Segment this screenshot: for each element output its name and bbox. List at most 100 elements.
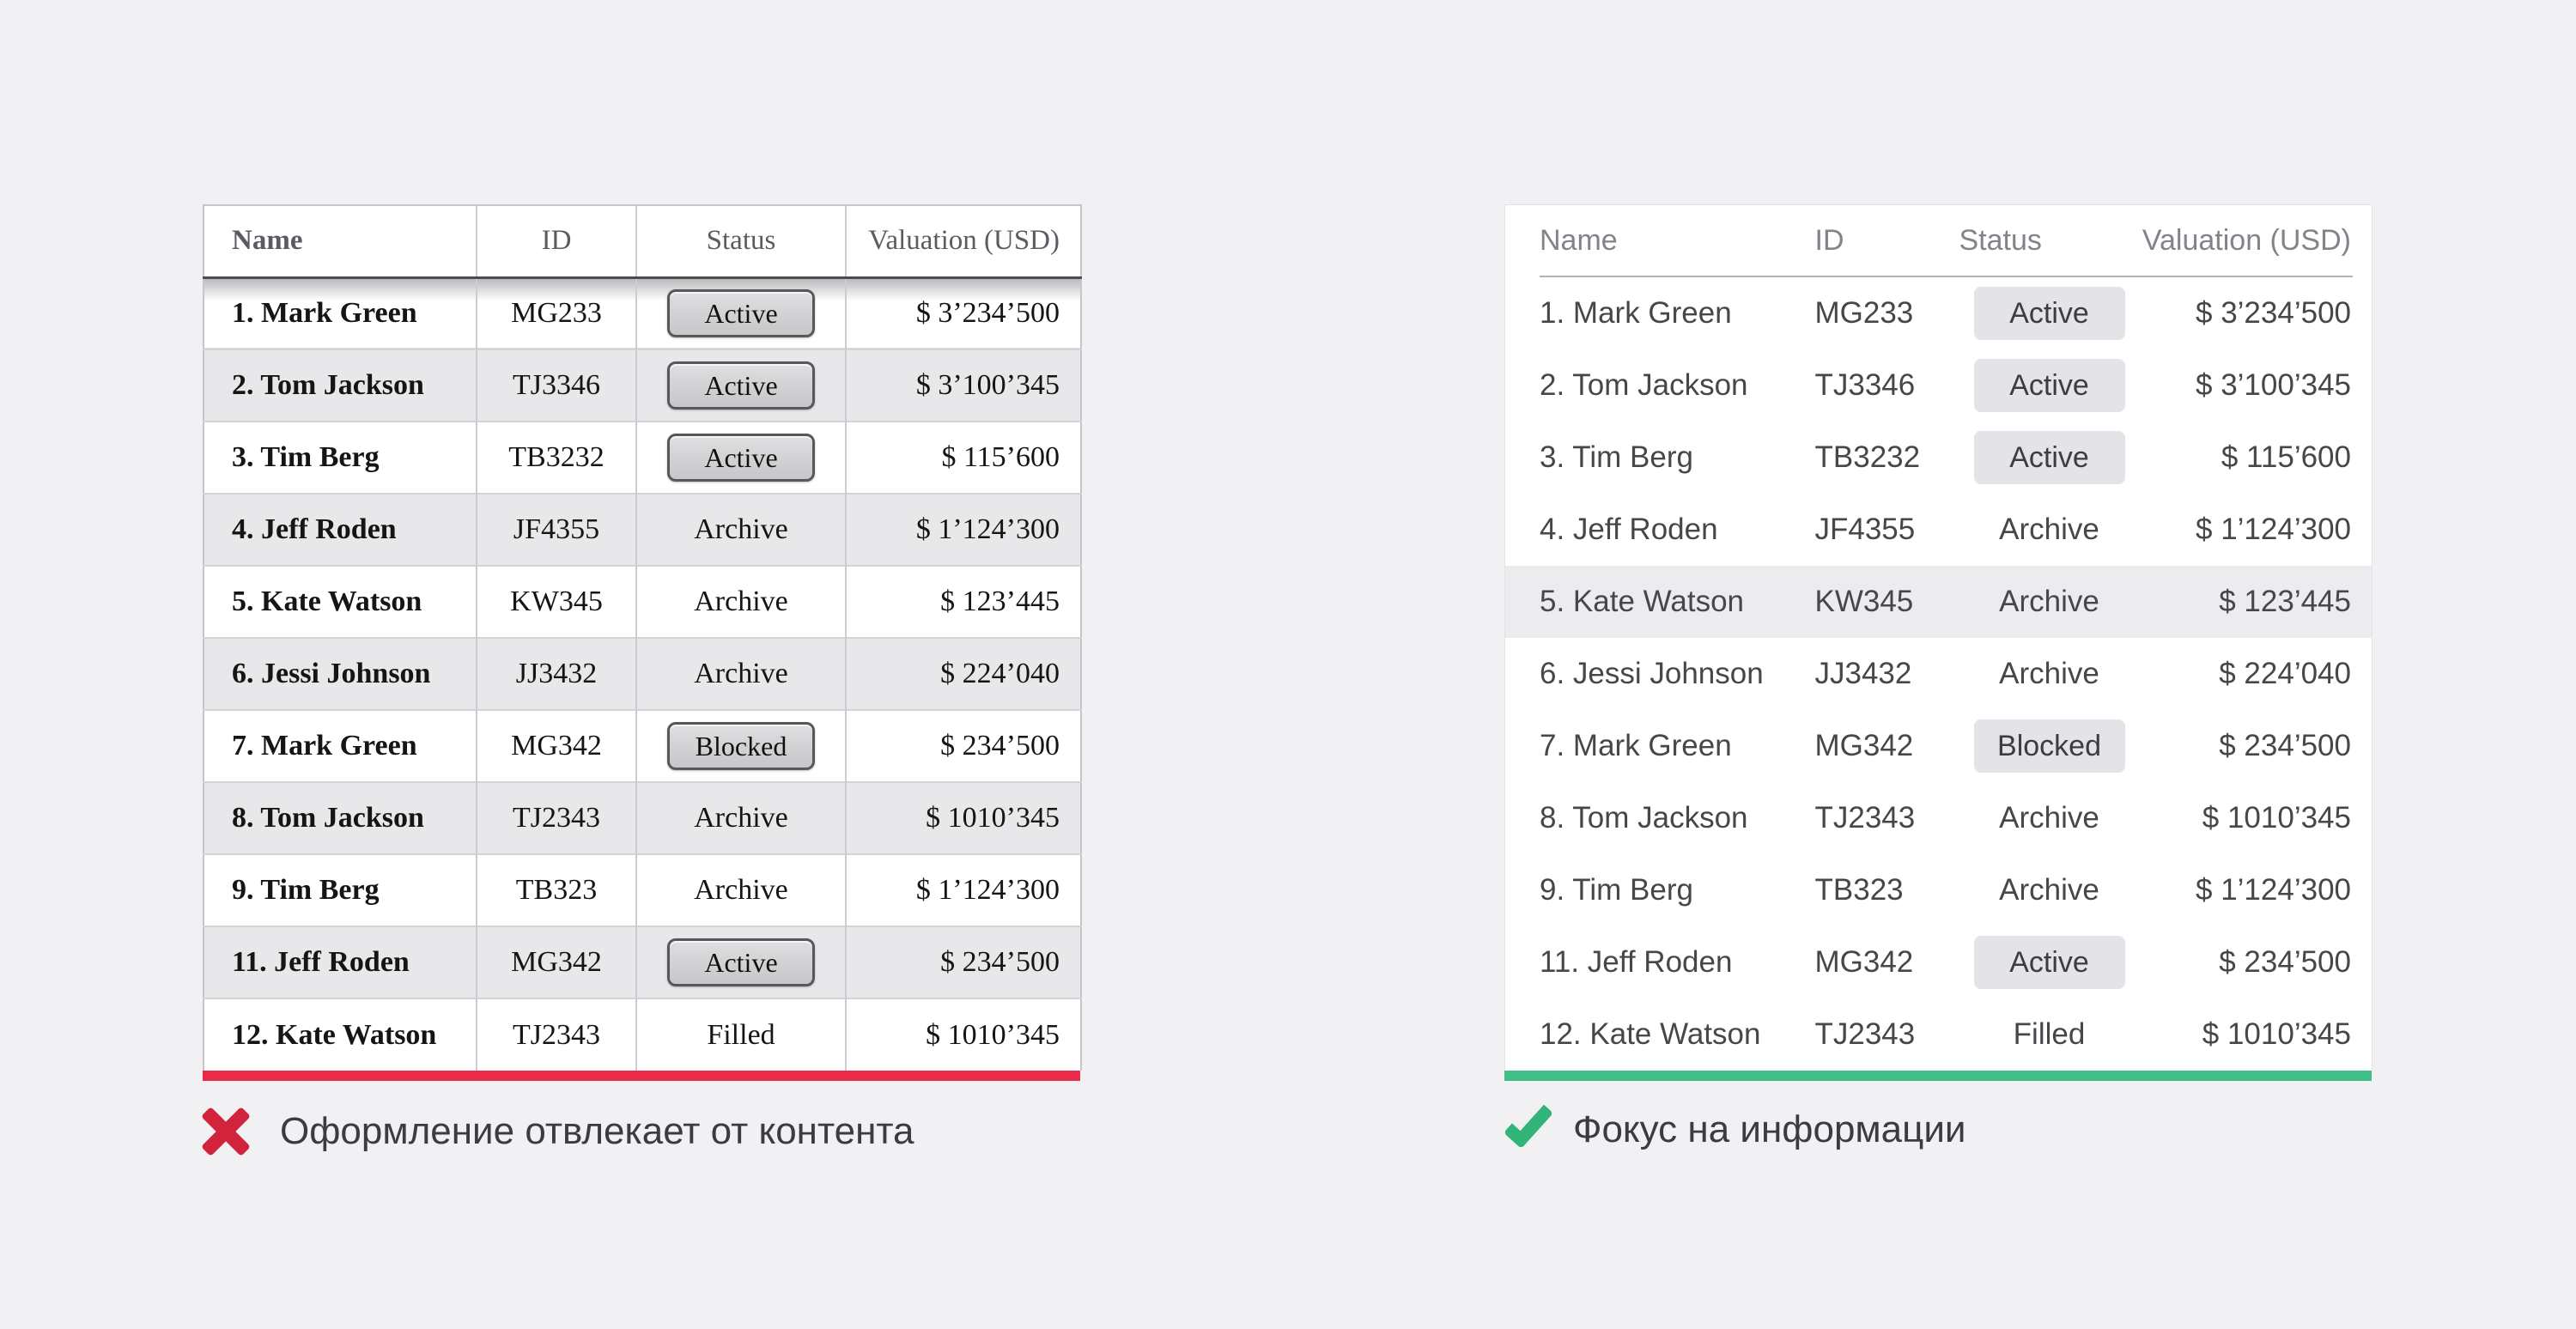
column-header-status: Status (1958, 204, 2141, 277)
status-cell: Archive (635, 853, 846, 926)
table-row: 4. Jeff Roden JF4355 Archive $ 1’124’300 (1505, 494, 2372, 566)
id-cell: JJ3432 (1814, 656, 1912, 690)
status-cell: Archive (635, 781, 846, 854)
column-header-id: ID (476, 205, 636, 279)
id-cell: TB323 (1814, 872, 1904, 907)
table-row: 3. Tim Berg TB3232 Active $ 115’600 (1505, 422, 2372, 494)
id-cell: KW345 (476, 565, 636, 638)
valuation-cell: $ 224’040 (845, 637, 1081, 710)
table-row: 2. Tom Jackson TJ3346 Active $ 3’100’345 (1505, 349, 2372, 422)
status-cell: Archive (1999, 800, 2099, 834)
id-cell: TJ2343 (476, 781, 636, 854)
name-cell: 12. Kate Watson (204, 998, 477, 1071)
id-cell: TJ2343 (1814, 800, 1916, 834)
status-button[interactable]: Active (667, 289, 815, 338)
red-accent-line (203, 1071, 1080, 1081)
table-row: 4. Jeff Roden JF4355 Archive $ 1’124’300 (204, 493, 1081, 566)
name-cell: 4. Jeff Roden (204, 493, 477, 566)
id-cell: TJ2343 (1814, 1016, 1916, 1051)
valuation-cell: $ 123’445 (845, 565, 1081, 638)
name-cell: 8. Tom Jackson (204, 781, 477, 854)
table-row: 12. Kate Watson TJ2343 Filled $ 1010’345 (1505, 998, 2372, 1071)
name-cell: 7. Mark Green (204, 709, 477, 782)
good-caption: Фокус на информации (1503, 1096, 2372, 1151)
id-cell: MG342 (476, 709, 636, 782)
table-row: 11. Jeff Roden MG342 Active $ 234’500 (204, 925, 1081, 998)
column-header-name: Name (1504, 204, 1814, 277)
status-cell: Archive (1999, 656, 2099, 690)
status-cell: Archive (635, 493, 846, 566)
id-cell: MG233 (476, 277, 636, 349)
status-badge: Active (1973, 430, 2125, 484)
valuation-cell: $ 224’040 (2219, 656, 2351, 690)
status-cell: Archive (635, 565, 846, 638)
status-cell: Archive (1999, 872, 2099, 907)
status-cell: Active (1959, 926, 2141, 998)
status-cell: Active (635, 277, 846, 349)
table-row: 5. Kate Watson KW345 Archive $ 123’445 (204, 565, 1081, 638)
status-cell: Blocked (1959, 710, 2141, 782)
good-example-panel: Name ID Status Valuation (USD) 1. Mark G… (1503, 204, 2372, 1151)
table-row: 9. Tim Berg TB323 Archive $ 1’124’300 (204, 853, 1081, 926)
valuation-cell: $ 123’445 (2219, 584, 2351, 618)
name-cell: 9. Tim Berg (1540, 872, 1693, 907)
status-button[interactable]: Active (667, 938, 815, 986)
id-cell: TB323 (476, 853, 636, 926)
valuation-cell: $ 234’500 (2219, 944, 2351, 979)
id-cell: TJ3346 (1814, 367, 1916, 402)
id-cell: TB3232 (1814, 440, 1921, 474)
status-button[interactable]: Active (667, 434, 815, 482)
good-table-header: Name ID Status Valuation (USD) (1504, 204, 2372, 277)
table-row: 6. Jessi Johnson JJ3432 Archive $ 224’040 (204, 637, 1081, 710)
good-table: Name ID Status Valuation (USD) 1. Mark G… (1504, 204, 2372, 1071)
valuation-cell: $ 1010’345 (845, 781, 1081, 854)
id-cell: JF4355 (476, 493, 636, 566)
status-cell: Active (1959, 349, 2141, 422)
name-cell: 11. Jeff Roden (1540, 944, 1733, 979)
id-cell: TJ2343 (476, 998, 636, 1071)
column-header-status: Status (635, 205, 846, 279)
bad-caption-text: Оформление отвлекает от контента (280, 1110, 914, 1152)
bad-caption: Оформление отвлекает от контента (203, 1108, 1080, 1155)
table-row: 6. Jessi Johnson JJ3432 Archive $ 224’040 (1505, 638, 2372, 710)
check-icon (1503, 1096, 1554, 1149)
cross-icon (203, 1108, 249, 1155)
table-row: 12. Kate Watson TJ2343 Filled $ 1010’345 (204, 998, 1081, 1071)
name-cell: 5. Kate Watson (1540, 584, 1744, 618)
status-cell: Filled (2013, 1016, 2086, 1051)
bad-example-panel: Name ID Status Valuation (USD) 1. Mark G… (203, 204, 1082, 1155)
table-row: 8. Tom Jackson TJ2343 Archive $ 1010’345 (204, 781, 1081, 854)
status-badge: Blocked (1973, 719, 2125, 773)
column-header-id: ID (1814, 204, 1959, 277)
status-cell: Active (1959, 422, 2141, 494)
name-cell: 9. Tim Berg (204, 853, 477, 926)
bad-table-header: Name ID Status Valuation (USD) (204, 205, 1081, 279)
valuation-cell: $ 3’234’500 (845, 277, 1081, 349)
valuation-cell: $ 1010’345 (2202, 1016, 2351, 1051)
valuation-cell: $ 3’234’500 (2196, 295, 2351, 330)
id-cell: MG233 (1814, 295, 1914, 330)
valuation-cell: $ 1’124’300 (2196, 512, 2351, 546)
table-row: 5. Kate Watson KW345 Archive $ 123’445 (1504, 565, 2372, 638)
id-cell: TB3232 (476, 421, 636, 494)
status-cell: Archive (1999, 584, 2099, 618)
id-cell: MG342 (476, 925, 636, 998)
status-cell: Blocked (635, 709, 846, 782)
name-cell: 3. Tim Berg (204, 421, 477, 494)
valuation-cell: $ 1’124’300 (845, 493, 1081, 566)
good-caption-text: Фокус на информации (1573, 1108, 1966, 1150)
column-header-valuation: Valuation (USD) (845, 205, 1081, 279)
green-accent-line (1504, 1070, 2372, 1081)
status-badge: Active (1973, 286, 2125, 340)
table-row: 8. Tom Jackson TJ2343 Archive $ 1010’345 (1505, 782, 2372, 854)
status-button[interactable]: Active (667, 361, 815, 410)
status-button[interactable]: Blocked (667, 722, 815, 770)
valuation-cell: $ 1010’345 (845, 998, 1081, 1071)
name-cell: 6. Jessi Johnson (1540, 656, 1764, 690)
name-cell: 4. Jeff Roden (1540, 512, 1718, 546)
table-row: 7. Mark Green MG342 Blocked $ 234’500 (1505, 710, 2372, 782)
status-cell: Active (635, 349, 846, 422)
status-cell: Active (635, 421, 846, 494)
name-cell: 8. Tom Jackson (1540, 800, 1748, 834)
status-cell: Filled (635, 998, 846, 1071)
